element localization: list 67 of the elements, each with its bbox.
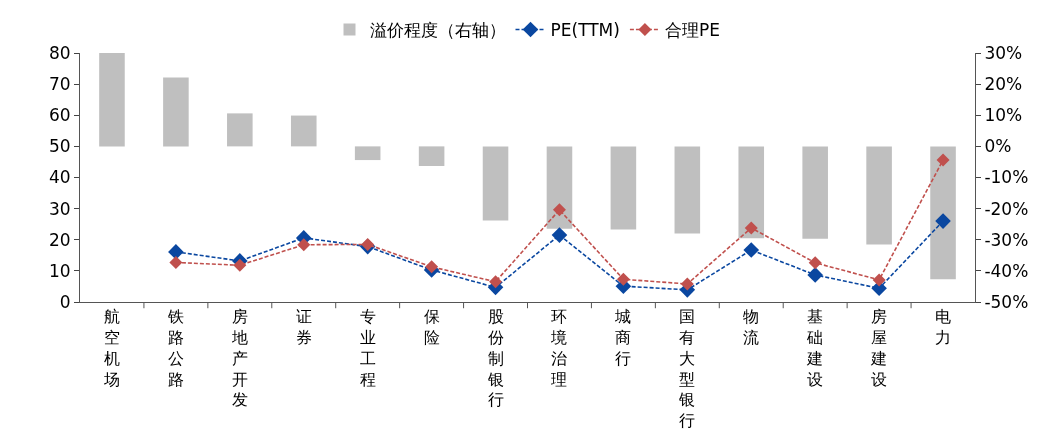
y2-tick-label: 20%	[984, 74, 1023, 95]
point	[489, 275, 503, 289]
x-tick-label: 航空机场	[102, 307, 120, 389]
bar	[930, 146, 956, 280]
point	[168, 244, 184, 260]
x-tick-label: 电力	[935, 307, 952, 347]
x-tick-label: 基础建设	[806, 307, 824, 389]
x-tick-label: 证券	[295, 307, 312, 347]
bar	[227, 113, 253, 147]
bar	[354, 146, 381, 161]
point	[807, 267, 823, 283]
y2-tick-label: 30%	[984, 42, 1023, 63]
bar	[546, 146, 573, 229]
x-tick-label: 专业工程	[359, 307, 376, 389]
x-tick-label: 保险	[423, 307, 440, 347]
y2-tick-label: -40%	[984, 260, 1029, 281]
y-tick-label: 60	[48, 105, 71, 126]
legend-label: 溢价程度（右轴）	[369, 20, 506, 41]
point	[425, 260, 439, 274]
x-tick-label: 房屋建设	[870, 307, 888, 389]
point	[616, 272, 630, 286]
point	[297, 238, 311, 252]
point	[936, 153, 950, 167]
x-tick-label: 环境治理	[550, 307, 568, 389]
x-tick-label: 铁路公路	[166, 307, 184, 389]
y2-tick-label: -50%	[984, 291, 1029, 312]
x-tick-label: 股份制银行	[486, 307, 504, 410]
point	[935, 213, 951, 229]
bar	[163, 77, 189, 147]
bar	[674, 146, 701, 234]
bar	[99, 53, 125, 147]
point	[808, 256, 822, 270]
bar	[866, 146, 892, 245]
y-tick-label: 30	[48, 198, 71, 219]
y2-tick-label: 0%	[984, 136, 1012, 157]
y-tick-label: 50	[48, 136, 71, 157]
x-tick-label: 城商行	[614, 307, 632, 368]
y2-tick-label: -10%	[984, 167, 1029, 188]
x-tick-label: 房地产开发	[230, 307, 248, 410]
legend-label: 合理PE	[664, 20, 720, 41]
y2-tick-label: -20%	[984, 198, 1029, 219]
bar	[418, 146, 445, 166]
point	[233, 258, 247, 272]
x-tick-label: 物流	[743, 307, 760, 347]
point	[361, 237, 375, 251]
bar	[738, 146, 765, 239]
y-tick-label: 10	[48, 260, 71, 281]
y-tick-label: 0	[59, 291, 71, 312]
x-tick-label: 国有大型银行	[678, 307, 696, 431]
y-tick-label: 40	[48, 167, 71, 188]
bar	[610, 146, 637, 230]
bar	[802, 146, 828, 239]
point	[680, 277, 694, 291]
point	[551, 227, 568, 243]
point	[552, 203, 566, 217]
point	[169, 255, 183, 269]
y-tick-label: 20	[48, 229, 71, 250]
point	[743, 242, 760, 258]
y2-tick-label: -30%	[984, 229, 1029, 250]
point	[744, 221, 758, 235]
bar	[290, 115, 317, 147]
y-tick-label: 80	[48, 42, 71, 63]
y2-tick-label: 10%	[984, 105, 1023, 126]
bar	[482, 146, 509, 221]
legend-label: PE(TTM)	[550, 20, 620, 41]
point	[872, 273, 886, 287]
y-tick-label: 70	[48, 74, 71, 95]
